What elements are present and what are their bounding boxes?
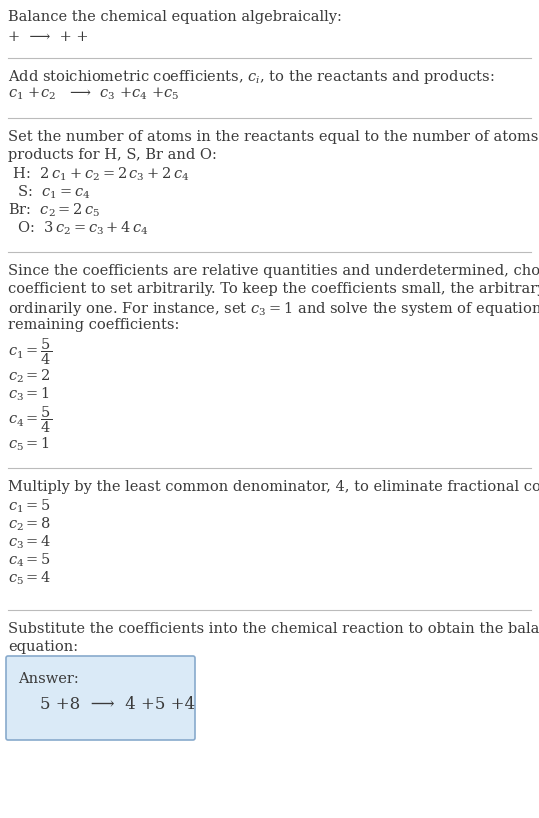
FancyBboxPatch shape — [6, 656, 195, 740]
Text: $c_3=1$: $c_3=1$ — [8, 386, 50, 403]
Text: $c_4=5$: $c_4=5$ — [8, 552, 51, 569]
Text: $c_3=4$: $c_3=4$ — [8, 534, 51, 551]
Text: O:  $3\,c_2=c_3+4\,c_4$: O: $3\,c_2=c_3+4\,c_4$ — [8, 220, 149, 237]
Text: $c_1=\dfrac{5}{4}$: $c_1=\dfrac{5}{4}$ — [8, 336, 52, 366]
Text: S:  $c_1=c_4$: S: $c_1=c_4$ — [8, 184, 91, 201]
Text: $c_2=2$: $c_2=2$ — [8, 368, 51, 385]
Text: $c_1=5$: $c_1=5$ — [8, 498, 51, 515]
Text: Answer:: Answer: — [18, 672, 79, 686]
Text: $c_2=8$: $c_2=8$ — [8, 516, 51, 533]
Text: remaining coefficients:: remaining coefficients: — [8, 318, 179, 332]
Text: H:  $2\,c_1+c_2=2\,c_3+2\,c_4$: H: $2\,c_1+c_2=2\,c_3+2\,c_4$ — [8, 166, 190, 183]
Text: $c_4=\dfrac{5}{4}$: $c_4=\dfrac{5}{4}$ — [8, 404, 52, 434]
Text: Br:  $c_2=2\,c_5$: Br: $c_2=2\,c_5$ — [8, 202, 100, 219]
Text: Add stoichiometric coefficients, $c_i$, to the reactants and products:: Add stoichiometric coefficients, $c_i$, … — [8, 68, 494, 86]
Text: Substitute the coefficients into the chemical reaction to obtain the balanced: Substitute the coefficients into the che… — [8, 622, 539, 636]
Text: $c_5=1$: $c_5=1$ — [8, 436, 50, 453]
Text: Multiply by the least common denominator, 4, to eliminate fractional coefficient: Multiply by the least common denominator… — [8, 480, 539, 494]
Text: $c_5=4$: $c_5=4$ — [8, 570, 51, 587]
Text: ordinarily one. For instance, set $c_3=1$ and solve the system of equations for : ordinarily one. For instance, set $c_3=1… — [8, 300, 539, 318]
Text: $c_1$ +$c_2$   ⟶  $c_3$ +$c_4$ +$c_5$: $c_1$ +$c_2$ ⟶ $c_3$ +$c_4$ +$c_5$ — [8, 86, 179, 102]
Text: +  ⟶  + +: + ⟶ + + — [8, 30, 88, 44]
Text: products for H, S, Br and O:: products for H, S, Br and O: — [8, 148, 217, 162]
Text: coefficient to set arbitrarily. To keep the coefficients small, the arbitrary va: coefficient to set arbitrarily. To keep … — [8, 282, 539, 296]
Text: equation:: equation: — [8, 640, 78, 654]
Text: Balance the chemical equation algebraically:: Balance the chemical equation algebraica… — [8, 10, 342, 24]
Text: Set the number of atoms in the reactants equal to the number of atoms in the: Set the number of atoms in the reactants… — [8, 130, 539, 144]
Text: Since the coefficients are relative quantities and underdetermined, choose a: Since the coefficients are relative quan… — [8, 264, 539, 278]
Text: 5 +8  ⟶  4 +5 +4: 5 +8 ⟶ 4 +5 +4 — [40, 696, 195, 713]
